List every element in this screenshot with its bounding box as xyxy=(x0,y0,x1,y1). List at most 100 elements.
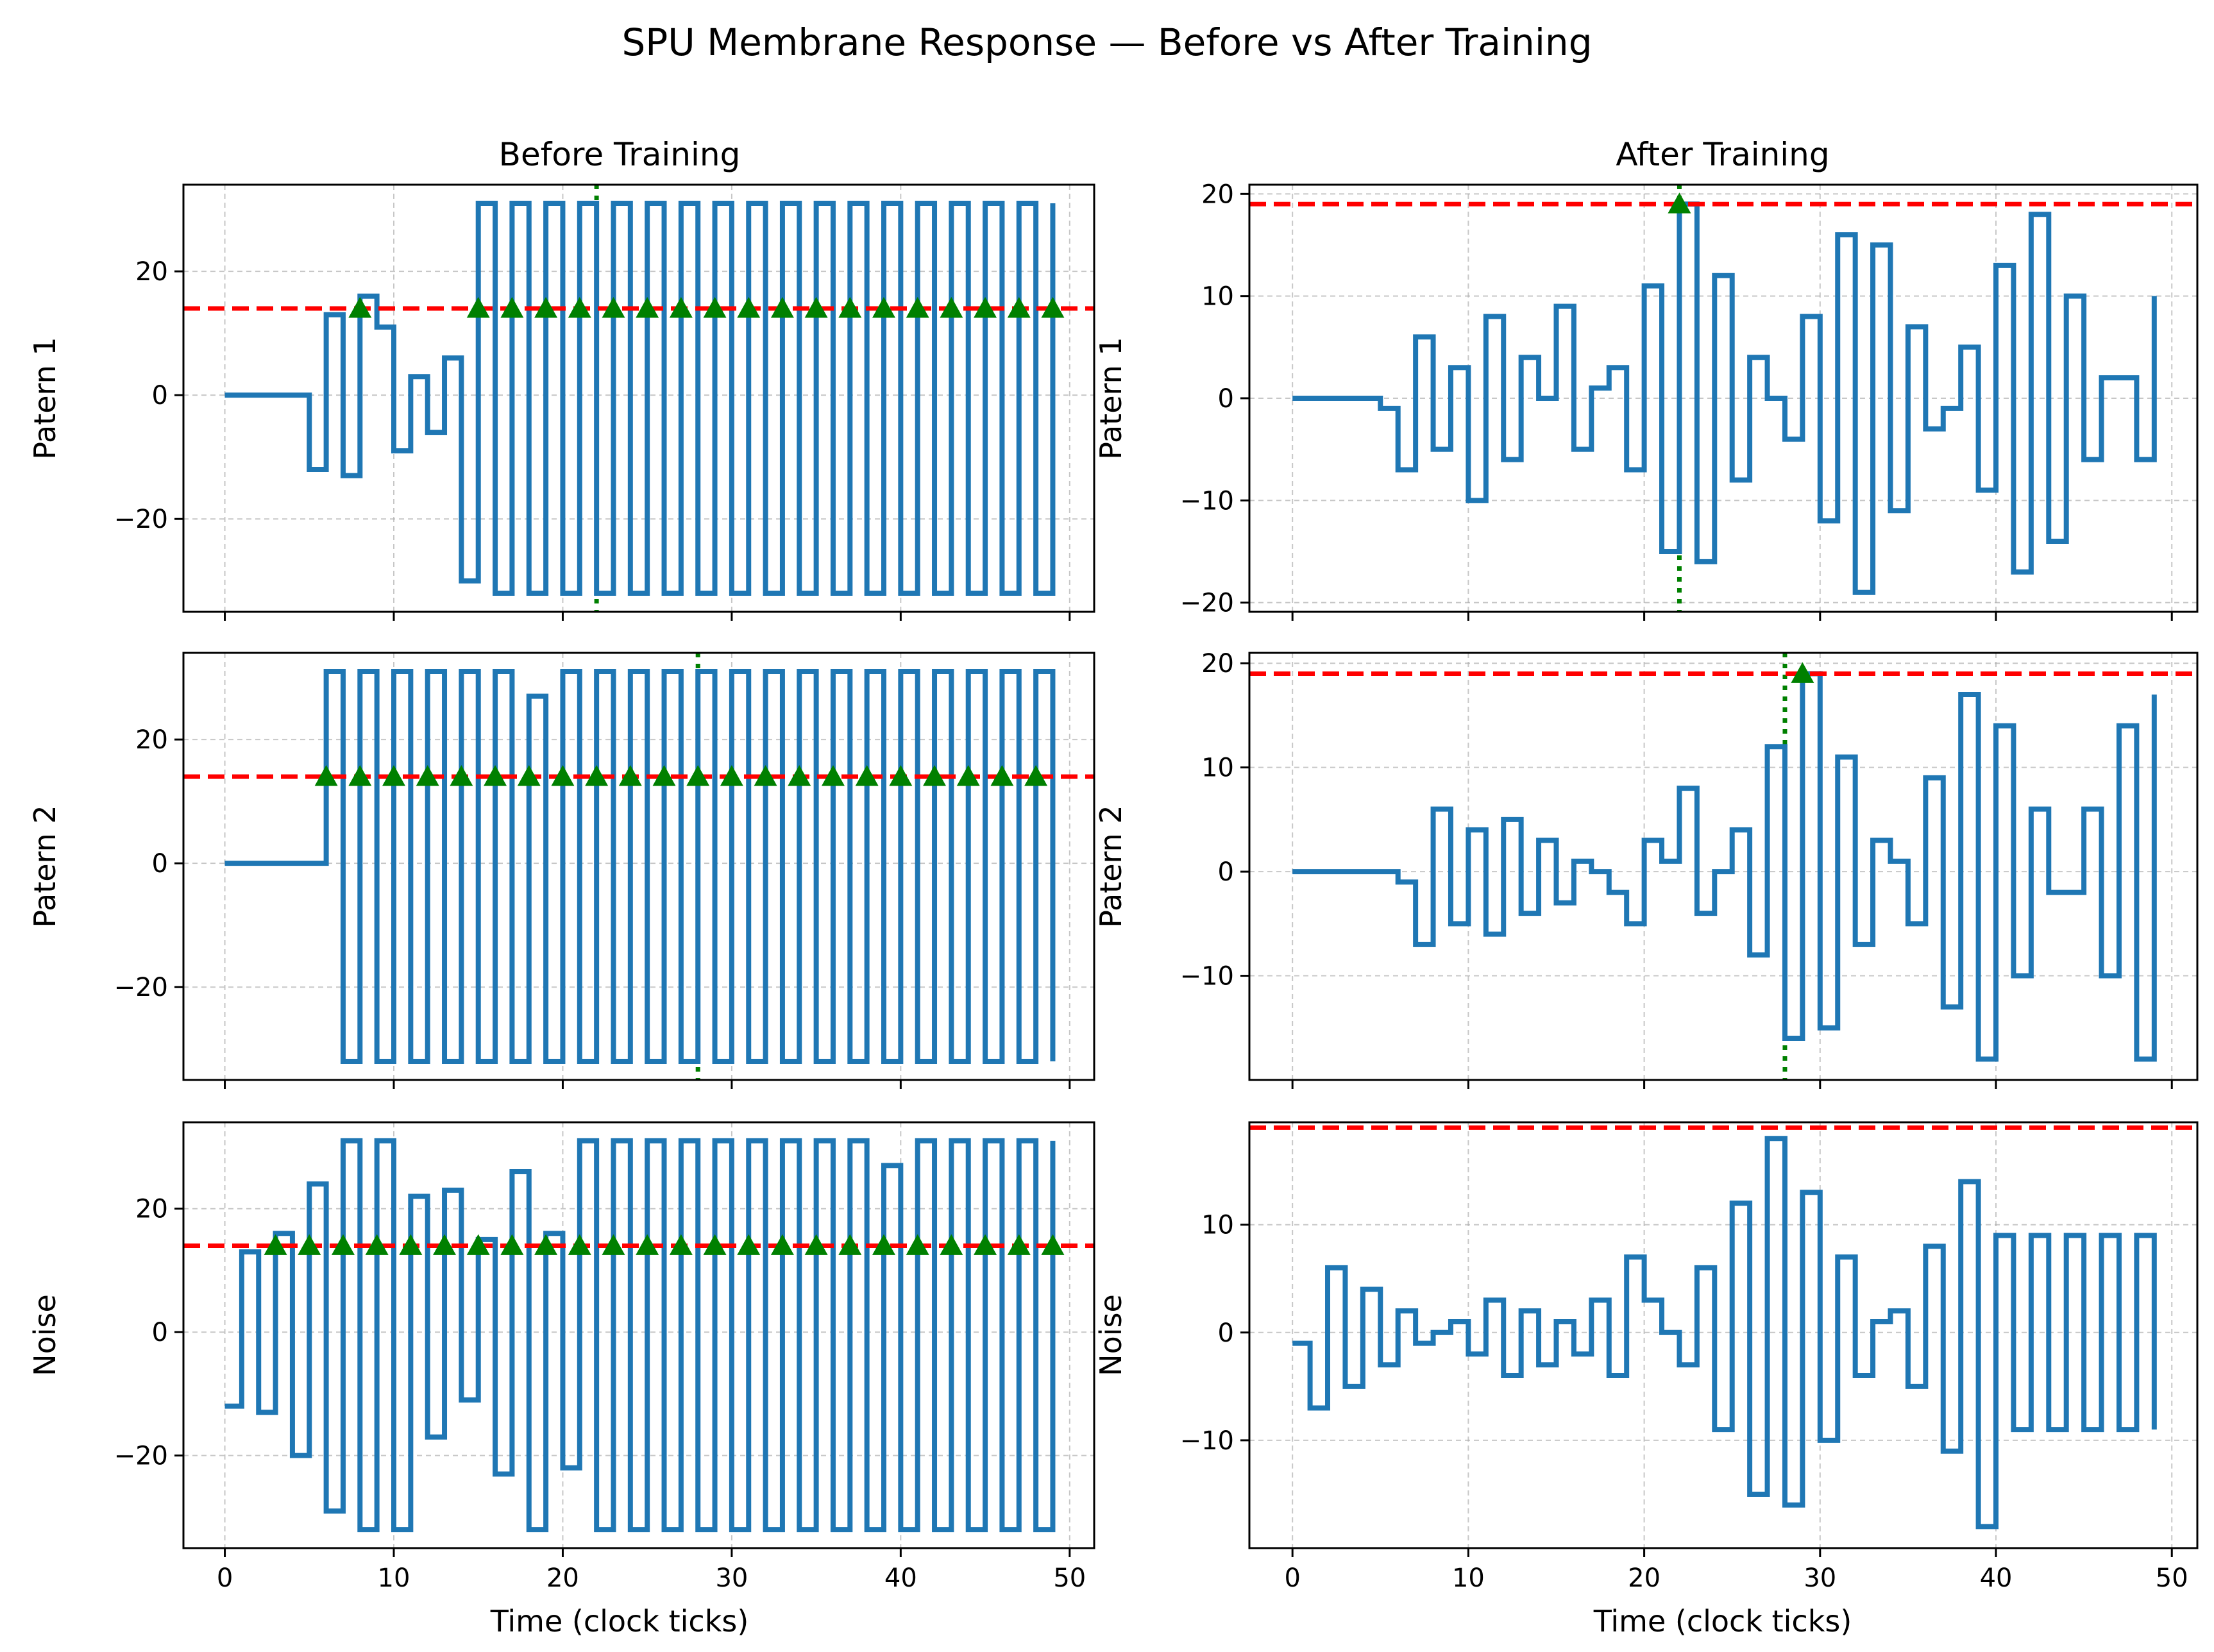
spike-marker xyxy=(585,765,609,786)
y-tick-label: 20 xyxy=(1201,180,1234,209)
y-tick-label: 20 xyxy=(135,725,168,755)
subplot-after-pattern1: −20 −10 0 10 20 Patern 1 xyxy=(1094,180,2199,621)
spike-marker xyxy=(1007,297,1031,318)
axes-frame xyxy=(1248,652,2199,1081)
y-tick-label: 0 xyxy=(1218,857,1234,887)
spike-marker xyxy=(1041,297,1065,318)
spike-marker xyxy=(720,765,743,786)
spike-marker xyxy=(990,765,1014,786)
spike-marker xyxy=(314,765,338,786)
x-tick-label: 0 xyxy=(217,1564,233,1593)
y-axis-label: Noise xyxy=(1094,1294,1128,1376)
x-tick-label: 40 xyxy=(1980,1564,2013,1593)
subplot-before-pattern2: −20 0 20 Patern 2 xyxy=(28,652,1095,1089)
spike-marker xyxy=(517,765,541,786)
y-tick-label: −20 xyxy=(114,1442,168,1471)
membrane-trace xyxy=(224,200,1056,596)
spike-marker xyxy=(500,1234,524,1255)
y-tick-label: 20 xyxy=(1201,649,1234,678)
membrane-trace xyxy=(1292,1136,2157,1530)
spike-marker xyxy=(974,297,997,318)
spike-marker xyxy=(821,765,845,786)
spike-marker xyxy=(636,1234,659,1255)
spike-marker xyxy=(416,765,439,786)
spike-marker xyxy=(669,297,693,318)
y-tick-label: 0 xyxy=(1218,1319,1234,1348)
column-title-after: After Training xyxy=(1616,136,1829,173)
axes-frame xyxy=(182,183,1095,613)
spike-marker xyxy=(974,1234,997,1255)
spike-marker xyxy=(686,765,710,786)
spike-marker xyxy=(770,1234,794,1255)
spike-marker xyxy=(872,297,896,318)
spike-marker xyxy=(500,297,524,318)
spike-marker xyxy=(484,765,507,786)
spike-marker xyxy=(618,765,642,786)
y-axis-label: Patern 2 xyxy=(1094,805,1128,927)
y-tick-label: 10 xyxy=(1201,754,1234,783)
spike-marker xyxy=(889,765,913,786)
y-tick-label: 0 xyxy=(152,849,168,879)
spike-marker xyxy=(906,297,929,318)
spike-marker xyxy=(348,297,372,318)
axes-frame xyxy=(182,652,1095,1081)
spike-marker xyxy=(1024,765,1048,786)
spike-marker xyxy=(551,765,575,786)
y-axis-label: Noise xyxy=(28,1294,62,1376)
spike-marker xyxy=(348,765,372,786)
x-tick-label: 0 xyxy=(1284,1564,1300,1593)
spike-marker xyxy=(872,1234,896,1255)
spike-marker xyxy=(855,765,879,786)
subplot-before-noise: 0 10 20 30 40 50 −20 0 20 Noise xyxy=(28,1121,1095,1593)
spike-marker xyxy=(568,297,591,318)
spike-marker xyxy=(838,1234,862,1255)
spike-marker xyxy=(940,297,963,318)
spike-marker xyxy=(450,765,473,786)
subplot-grid: −20 0 20 Patern 1 −20 −10 0 10 20 Patern 1 −20 0 20 P… xyxy=(28,180,2199,1593)
x-axis-label-before: Time (clock ticks) xyxy=(490,1604,749,1639)
x-tick-label: 30 xyxy=(1804,1564,1836,1593)
spike-marker xyxy=(1007,1234,1031,1255)
plot-area xyxy=(183,653,1094,1080)
x-tick-label: 20 xyxy=(1628,1564,1660,1593)
x-tick-label: 10 xyxy=(1452,1564,1485,1593)
spike-marker xyxy=(703,1234,727,1255)
spike-marker xyxy=(804,1234,828,1255)
plot-area xyxy=(1249,185,2197,612)
spike-marker xyxy=(602,1234,625,1255)
spike-marker xyxy=(788,765,811,786)
x-tick-label: 50 xyxy=(1053,1564,1086,1593)
y-tick-label: 10 xyxy=(1201,1211,1234,1240)
spike-marker xyxy=(365,1234,389,1255)
spike-marker xyxy=(669,1234,693,1255)
spike-marker xyxy=(906,1234,929,1255)
y-tick-label: −20 xyxy=(114,973,168,1002)
y-tick-label: −10 xyxy=(1180,962,1234,991)
x-tick-label: 50 xyxy=(2156,1564,2188,1593)
spike-marker xyxy=(737,1234,761,1255)
spike-marker xyxy=(838,297,862,318)
spike-marker xyxy=(298,1234,321,1255)
spike-marker xyxy=(940,1234,963,1255)
plot-area xyxy=(1249,1125,2197,1530)
spike-marker xyxy=(737,297,761,318)
subplot-after-noise: 0 10 20 30 40 50 −10 0 10 Noise xyxy=(1094,1121,2199,1593)
spike-marker xyxy=(466,297,490,318)
spike-marker xyxy=(703,297,727,318)
spike-marker xyxy=(1041,1234,1065,1255)
membrane-trace xyxy=(224,668,1056,1065)
x-tick-label: 10 xyxy=(378,1564,410,1593)
y-axis-label: Patern 1 xyxy=(28,337,62,459)
column-title-before: Before Training xyxy=(499,136,741,173)
spike-marker xyxy=(568,1234,591,1255)
spike-marker xyxy=(636,297,659,318)
spike-marker xyxy=(804,297,828,318)
spike-marker xyxy=(754,765,777,786)
spike-marker xyxy=(382,765,405,786)
spike-marker xyxy=(466,1234,490,1255)
y-tick-label: 10 xyxy=(1201,282,1234,312)
y-tick-label: 0 xyxy=(152,381,168,410)
spike-marker xyxy=(331,1234,355,1255)
y-tick-label: 0 xyxy=(152,1318,168,1347)
